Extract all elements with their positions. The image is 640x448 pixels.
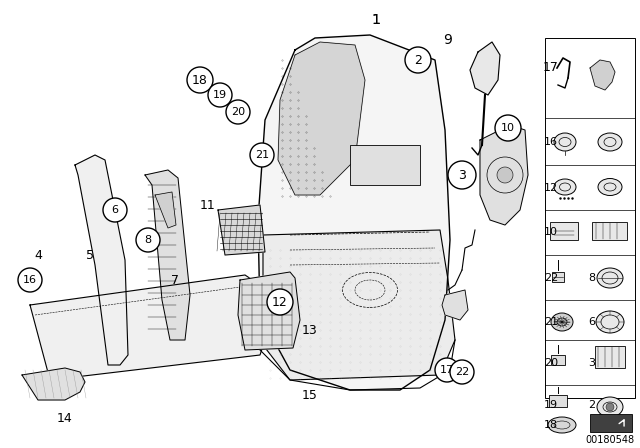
Ellipse shape [597, 268, 623, 288]
Text: 11: 11 [200, 198, 216, 211]
FancyBboxPatch shape [552, 272, 564, 282]
Circle shape [208, 83, 232, 107]
Polygon shape [480, 125, 528, 225]
Polygon shape [218, 205, 265, 255]
Text: 12: 12 [272, 296, 288, 309]
Text: 7: 7 [171, 273, 179, 287]
Ellipse shape [598, 133, 622, 151]
Circle shape [497, 167, 513, 183]
Text: 8: 8 [588, 273, 596, 283]
Polygon shape [442, 290, 468, 320]
Polygon shape [278, 42, 365, 195]
Text: 18: 18 [544, 420, 558, 430]
Circle shape [435, 358, 459, 382]
Text: 6: 6 [111, 205, 118, 215]
Text: 20: 20 [231, 107, 245, 117]
Polygon shape [30, 275, 265, 380]
Text: 20: 20 [544, 358, 558, 368]
Circle shape [405, 47, 431, 73]
Text: 10: 10 [501, 123, 515, 133]
Text: 16: 16 [23, 275, 37, 285]
Bar [592, 222, 627, 240]
Bar [550, 222, 578, 240]
Circle shape [267, 289, 293, 315]
Text: 22: 22 [544, 273, 558, 283]
Text: 14: 14 [57, 412, 73, 425]
FancyBboxPatch shape [551, 355, 565, 365]
Circle shape [103, 198, 127, 222]
Text: 13: 13 [302, 323, 318, 336]
Text: 22: 22 [455, 367, 469, 377]
Ellipse shape [548, 417, 576, 433]
Text: 00180548: 00180548 [586, 435, 635, 445]
Polygon shape [155, 192, 176, 228]
Ellipse shape [554, 133, 576, 151]
Text: 3: 3 [589, 358, 595, 368]
Ellipse shape [551, 313, 573, 331]
Text: 1: 1 [372, 13, 380, 27]
Text: 17: 17 [543, 60, 559, 73]
Circle shape [136, 228, 160, 252]
Text: 21: 21 [255, 150, 269, 160]
Circle shape [250, 143, 274, 167]
Polygon shape [75, 155, 128, 365]
Circle shape [606, 403, 614, 411]
Bar [590, 414, 632, 432]
Ellipse shape [596, 311, 624, 333]
Text: 3: 3 [458, 168, 466, 181]
Text: 19: 19 [544, 400, 558, 410]
Circle shape [448, 161, 476, 189]
Ellipse shape [597, 397, 623, 417]
Text: 18: 18 [192, 73, 208, 86]
Circle shape [450, 360, 474, 384]
Bar [350, 145, 420, 185]
Circle shape [495, 115, 521, 141]
Bar [595, 346, 625, 368]
Polygon shape [590, 60, 615, 90]
Text: 4: 4 [34, 249, 42, 262]
Text: 1: 1 [372, 13, 380, 27]
Text: 15: 15 [302, 388, 318, 401]
Bar [545, 38, 635, 398]
Text: 2: 2 [588, 400, 596, 410]
Text: 5: 5 [86, 249, 94, 262]
Circle shape [18, 268, 42, 292]
Circle shape [187, 67, 213, 93]
Text: 8: 8 [145, 235, 152, 245]
Text: 17: 17 [440, 365, 454, 375]
Polygon shape [238, 272, 300, 350]
Ellipse shape [554, 179, 576, 195]
Polygon shape [258, 35, 450, 390]
Text: 16: 16 [544, 137, 558, 147]
Ellipse shape [598, 178, 622, 195]
Text: 2: 2 [414, 53, 422, 66]
Text: 9: 9 [444, 33, 452, 47]
Polygon shape [263, 230, 455, 380]
Polygon shape [22, 368, 85, 400]
Text: 12: 12 [544, 183, 558, 193]
Polygon shape [145, 170, 190, 340]
Circle shape [226, 100, 250, 124]
Text: 21: 21 [544, 317, 558, 327]
Text: 6: 6 [589, 317, 595, 327]
FancyBboxPatch shape [549, 395, 567, 407]
Polygon shape [470, 42, 500, 95]
Text: 19: 19 [213, 90, 227, 100]
Text: 10: 10 [544, 227, 558, 237]
